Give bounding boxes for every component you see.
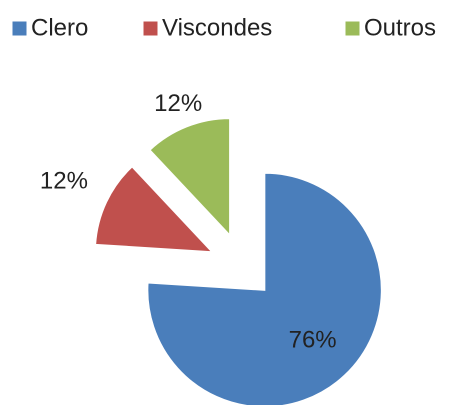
pie-slice bbox=[94, 165, 214, 253]
data-label: 12% bbox=[154, 90, 202, 117]
pie-slice bbox=[148, 117, 231, 238]
legend-label: Viscondes bbox=[162, 14, 272, 41]
data-label: 12% bbox=[40, 168, 88, 195]
data-label: 76% bbox=[289, 327, 337, 354]
legend-swatch bbox=[344, 20, 361, 37]
pie-slice bbox=[146, 172, 383, 405]
legend-label: Clero bbox=[31, 14, 88, 41]
legend-label: Outros bbox=[364, 14, 436, 41]
legend-swatch bbox=[142, 20, 159, 37]
legend-swatch bbox=[11, 20, 28, 37]
